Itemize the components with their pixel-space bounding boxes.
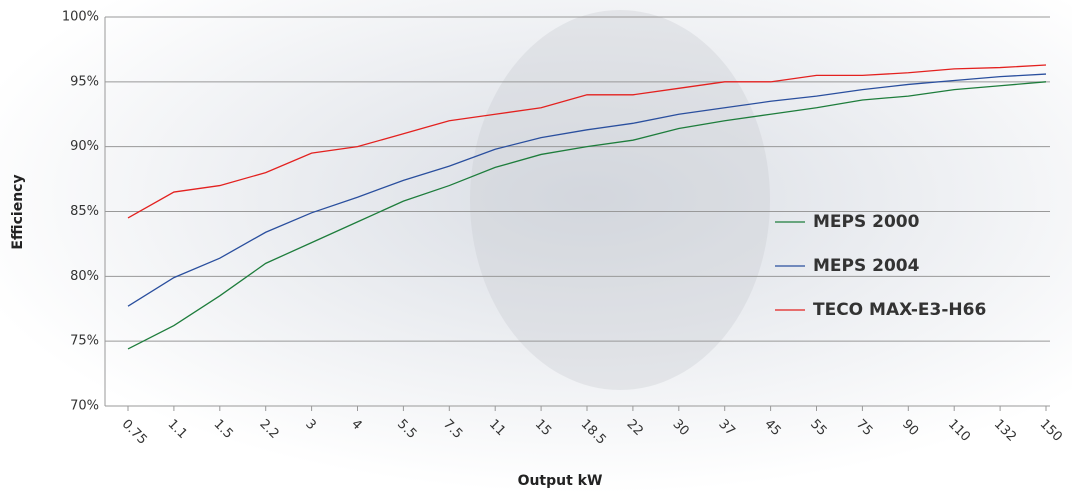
y-tick-label: 85% bbox=[70, 204, 99, 219]
legend-label: MEPS 2000 bbox=[813, 212, 920, 232]
y-tick-label: 70% bbox=[70, 399, 99, 414]
y-tick-label: 90% bbox=[70, 139, 99, 154]
legend-label: TECO MAX-E3-H66 bbox=[813, 300, 986, 320]
y-tick-label: 75% bbox=[70, 334, 99, 349]
y-tick-label: 100% bbox=[62, 10, 99, 25]
background-figure bbox=[470, 10, 770, 390]
chart: Output kW Efficiency 70% 75% 80% 85% 90% 95% 1… bbox=[0, 0, 1072, 494]
y-axis-label: Efficiency bbox=[10, 174, 26, 249]
y-tick-label: 95% bbox=[70, 74, 99, 89]
x-axis-label: Output kW bbox=[518, 473, 603, 489]
legend-label: MEPS 2004 bbox=[813, 256, 920, 276]
y-tick-label: 80% bbox=[70, 269, 99, 284]
